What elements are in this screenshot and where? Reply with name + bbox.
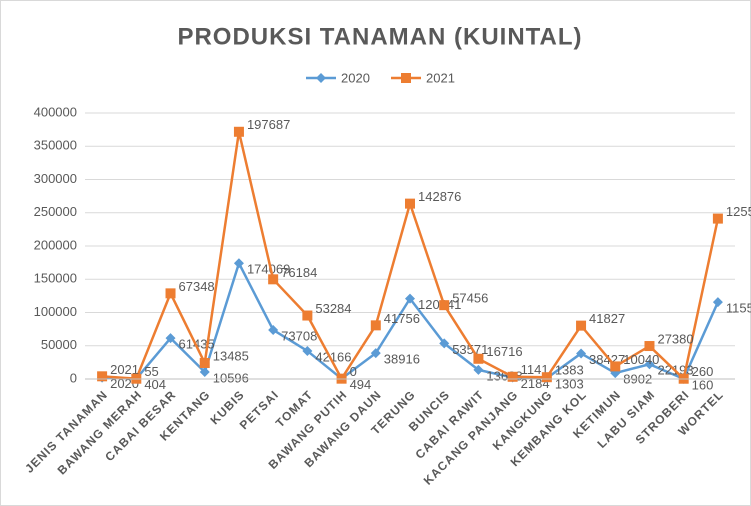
y-tick-label: 0	[70, 370, 77, 385]
data-label: 1141	[521, 362, 549, 377]
data-label: 197687	[247, 117, 290, 132]
legend-label: 2020	[341, 70, 370, 85]
point-marker	[507, 371, 518, 382]
point-marker	[165, 288, 176, 299]
data-label: 115593	[726, 301, 751, 316]
data-label: 1383	[555, 363, 584, 378]
point-marker	[405, 198, 415, 209]
point-marker	[405, 293, 415, 304]
point-marker	[268, 274, 279, 285]
point-marker	[233, 126, 244, 137]
data-label: 27380	[657, 331, 693, 346]
data-label: 260	[692, 364, 714, 379]
point-marker	[473, 364, 484, 375]
data-label: 55	[144, 364, 158, 379]
data-label: 160	[692, 377, 714, 392]
data-label: 76184	[281, 265, 317, 280]
point-marker	[268, 324, 279, 335]
data-label: 125598	[726, 204, 751, 219]
y-tick-label: 250000	[34, 204, 77, 219]
y-tick-label: 100000	[34, 304, 77, 319]
data-label: 0	[350, 364, 357, 379]
data-label: 2021	[110, 362, 139, 377]
point-marker	[576, 348, 587, 359]
data-label: 1303	[555, 377, 584, 392]
y-tick-label: 300000	[34, 171, 77, 186]
data-label: 57456	[452, 291, 488, 306]
data-label: 142876	[418, 189, 461, 204]
data-label: 16716	[486, 344, 522, 359]
y-tick-label: 200000	[34, 237, 77, 252]
chart-title: PRODUKSI TANAMAN (KUINTAL)	[177, 23, 582, 50]
y-tick-label: 400000	[34, 104, 77, 119]
data-label: 53284	[315, 301, 351, 316]
data-label: 41756	[384, 311, 420, 326]
point-marker	[439, 300, 450, 311]
data-label: 42166	[315, 349, 351, 364]
data-label: 53571	[452, 342, 488, 357]
point-marker	[644, 341, 655, 352]
legend-marker	[401, 73, 411, 83]
data-label: 174069	[247, 262, 290, 277]
legend-label: 2021	[426, 70, 455, 85]
data-label: 38916	[384, 352, 420, 367]
point-marker	[712, 297, 723, 308]
y-tick-label: 150000	[34, 271, 77, 286]
point-marker	[370, 348, 381, 359]
legend-marker	[316, 73, 326, 83]
data-label: 404	[144, 377, 166, 392]
point-marker	[576, 320, 587, 331]
point-marker	[199, 357, 210, 368]
point-marker	[644, 359, 655, 370]
point-marker	[165, 333, 176, 344]
point-marker	[233, 258, 244, 269]
data-label: 73708	[281, 328, 317, 343]
data-label: 494	[350, 377, 372, 392]
point-marker	[302, 345, 313, 356]
point-marker	[712, 213, 723, 224]
point-marker	[473, 353, 484, 364]
point-marker	[610, 361, 621, 372]
y-tick-label: 50000	[41, 337, 77, 352]
data-label: 13485	[213, 348, 249, 363]
data-label: 41827	[589, 311, 625, 326]
point-marker	[199, 366, 210, 377]
point-marker	[439, 338, 450, 349]
point-marker	[370, 320, 381, 331]
data-label: 10040	[623, 352, 659, 367]
data-label: 10596	[213, 370, 249, 385]
y-tick-label: 350000	[34, 138, 77, 153]
point-marker	[541, 372, 552, 383]
point-marker	[302, 310, 313, 321]
point-marker	[97, 371, 108, 382]
data-label: 67348	[179, 279, 215, 294]
